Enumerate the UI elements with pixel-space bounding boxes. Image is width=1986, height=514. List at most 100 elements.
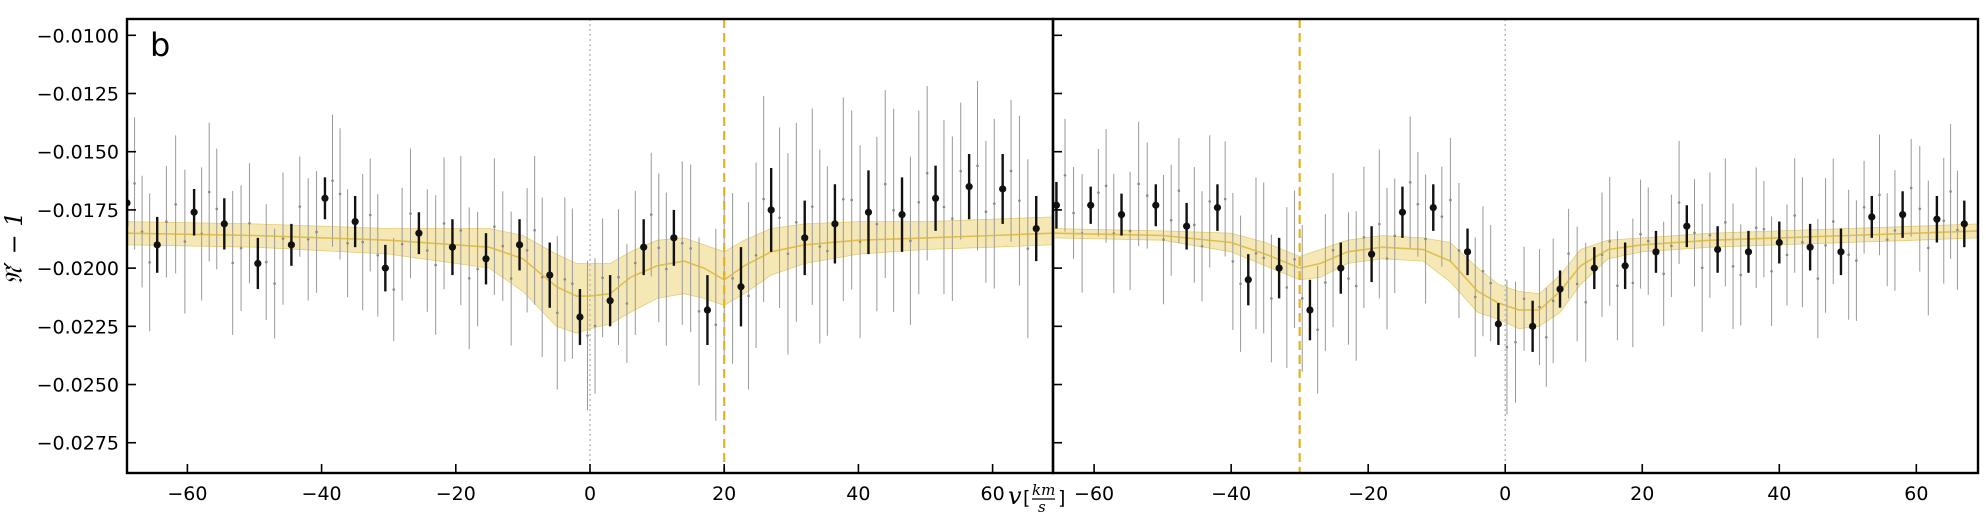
raw-point <box>810 205 814 208</box>
x-tick-label: 20 <box>712 483 736 505</box>
raw-point <box>625 302 629 305</box>
y-tick-label: −0.0175 <box>37 200 119 222</box>
binned-point <box>1463 248 1472 256</box>
raw-point <box>1300 297 1304 300</box>
raw-point <box>826 249 829 253</box>
raw-point <box>951 217 954 220</box>
raw-point <box>476 267 479 271</box>
raw-point <box>1793 214 1797 217</box>
raw-point <box>392 288 396 291</box>
raw-point <box>509 277 513 280</box>
binned-point <box>1837 248 1845 256</box>
binned-point <box>864 208 873 216</box>
raw-point <box>525 249 529 252</box>
binned-point <box>1933 215 1941 223</box>
raw-point <box>842 197 845 201</box>
raw-point <box>459 229 463 232</box>
raw-point <box>1893 229 1897 232</box>
binned-point <box>737 283 745 291</box>
x-tick-label: 60 <box>981 483 1005 505</box>
raw-point <box>992 202 996 205</box>
raw-point <box>1416 202 1420 206</box>
binned-point <box>1714 245 1722 254</box>
raw-point <box>754 253 758 257</box>
raw-point <box>1762 227 1766 231</box>
x-axis-variable: v <box>1008 482 1022 510</box>
x-tick-label: −20 <box>436 483 476 505</box>
x-tick-label: −20 <box>1348 483 1388 505</box>
binned-point <box>546 271 554 279</box>
raw-point <box>1285 286 1289 289</box>
raw-point <box>1567 252 1570 255</box>
raw-point <box>778 216 781 220</box>
binned-point <box>1087 201 1095 209</box>
raw-point <box>731 277 734 280</box>
raw-point <box>183 240 187 243</box>
binned-point <box>606 297 614 305</box>
raw-point <box>601 276 604 280</box>
binned-point <box>1398 208 1407 216</box>
binned-point <box>1590 264 1598 272</box>
binned-point <box>1775 238 1783 247</box>
raw-point <box>1847 253 1850 257</box>
x-axis-unit-denominator: s <box>1038 498 1046 514</box>
raw-point <box>786 252 790 256</box>
y-tick-label: −0.0100 <box>37 25 119 47</box>
raw-point <box>1009 169 1013 173</box>
raw-point <box>1177 189 1181 193</box>
raw-point <box>984 210 988 214</box>
raw-point <box>361 240 364 244</box>
raw-point <box>298 205 302 208</box>
raw-point <box>657 246 661 250</box>
x-axis-unit-open-bracket: [ <box>1023 487 1030 509</box>
raw-point <box>1731 265 1735 268</box>
y-axis-title: 𝔑′ − 1 <box>0 211 28 284</box>
raw-point <box>714 323 718 327</box>
raw-point <box>207 190 211 194</box>
raw-point <box>540 275 544 279</box>
y-tick-label: −0.0225 <box>37 316 119 338</box>
raw-point <box>1677 201 1681 204</box>
panel-plot-area <box>1053 19 1978 473</box>
raw-point <box>571 282 574 285</box>
x-axis-unit-close-bracket: ] <box>1058 487 1065 509</box>
raw-point <box>1646 239 1650 243</box>
raw-point <box>1538 305 1541 309</box>
binned-point <box>1556 285 1564 293</box>
raw-point <box>1878 193 1881 197</box>
raw-point <box>959 169 963 173</box>
raw-point <box>593 324 597 328</box>
raw-point <box>1200 245 1204 248</box>
binned-point <box>482 255 490 263</box>
raw-point <box>1063 173 1067 177</box>
raw-point <box>1385 257 1389 260</box>
binned-point <box>1683 222 1691 230</box>
raw-point <box>1128 229 1132 233</box>
raw-point <box>762 197 765 201</box>
raw-point <box>1231 260 1235 263</box>
raw-point <box>1324 281 1327 284</box>
raw-point <box>1514 340 1517 344</box>
binned-point <box>1429 203 1437 212</box>
model-line <box>127 232 1053 297</box>
binned-point <box>767 206 775 214</box>
binned-point <box>1368 250 1376 258</box>
panel-frame <box>1051 17 1980 475</box>
y-tick-label: −0.0125 <box>37 84 119 106</box>
binned-point <box>1621 262 1629 270</box>
binned-point <box>1213 203 1222 212</box>
raw-point <box>1026 247 1030 250</box>
raw-point <box>1169 218 1173 222</box>
raw-point <box>1331 248 1335 252</box>
raw-point <box>563 278 567 281</box>
raw-point <box>1942 219 1946 223</box>
x-axis-title: v [ km s ] <box>1008 481 1065 514</box>
raw-point <box>1193 223 1196 227</box>
binned-point <box>1275 264 1283 272</box>
binned-point <box>576 313 584 321</box>
raw-point <box>264 260 268 264</box>
raw-point <box>917 201 921 204</box>
raw-point <box>368 213 372 217</box>
raw-point <box>586 334 589 337</box>
